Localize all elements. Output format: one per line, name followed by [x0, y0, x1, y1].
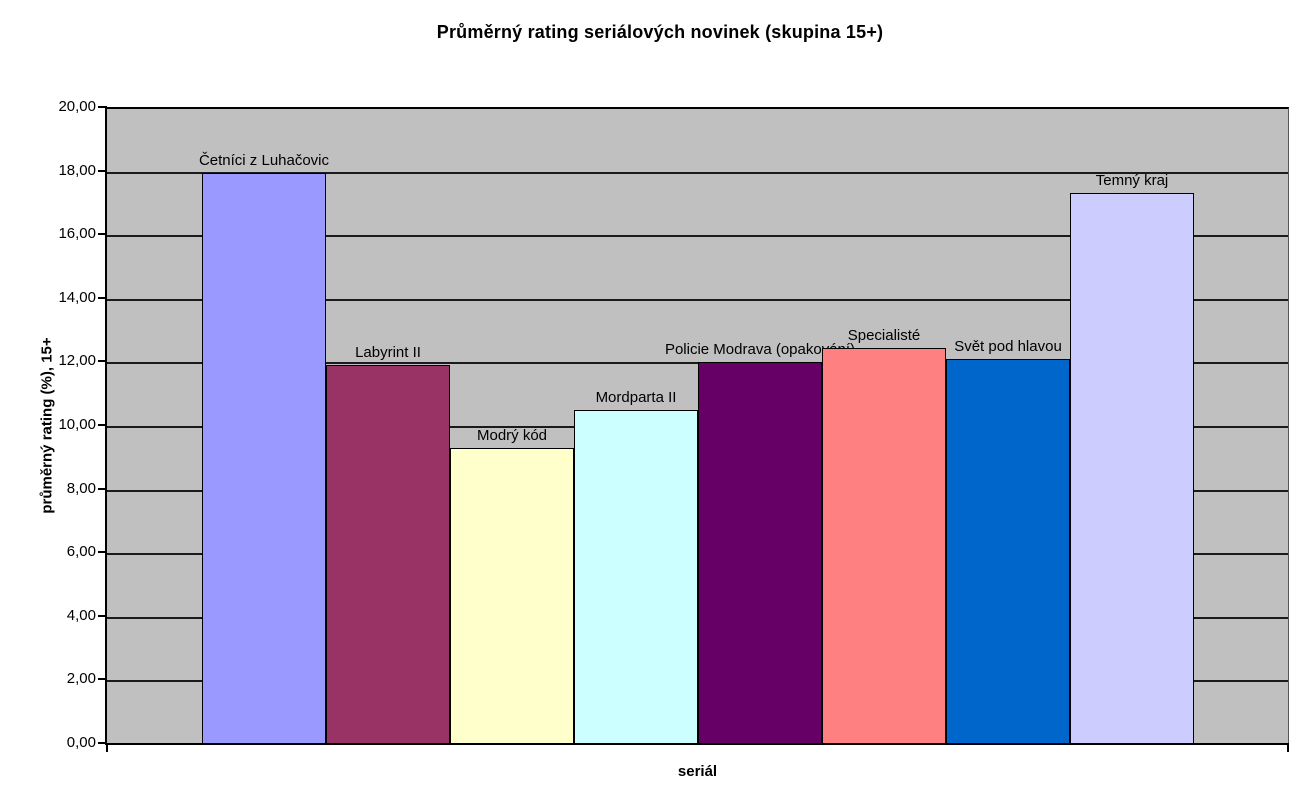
bar — [450, 447, 574, 745]
bar-label: Policie Modrava (opakování) — [664, 340, 856, 358]
y-tick-label: 0,00 — [66, 734, 96, 751]
gridline — [107, 235, 1288, 238]
y-tick-label: 6,00 — [66, 543, 96, 561]
y-axis-tick — [98, 678, 107, 681]
x-axis-tick — [1287, 745, 1289, 752]
y-axis-tick — [98, 742, 107, 744]
bar — [822, 347, 946, 745]
y-axis-tick — [98, 424, 107, 426]
bar-label: Specialisté — [847, 326, 921, 344]
y-tick-label: 4,00 — [66, 606, 96, 624]
y-axis-tick — [98, 233, 107, 236]
y-axis-tick — [98, 296, 107, 299]
y-tick-label: 20,00 — [58, 98, 96, 115]
y-tick-label: 16,00 — [58, 225, 96, 243]
bar — [1070, 193, 1194, 745]
bar — [946, 358, 1070, 745]
y-tick-label: 10,00 — [58, 416, 96, 433]
bar-label: Četníci z Luhačovic — [198, 151, 330, 169]
y-tick-label: 14,00 — [58, 288, 96, 306]
y-tick-label: 2,00 — [66, 670, 96, 688]
y-axis-tick — [98, 614, 107, 617]
y-axis-tick — [98, 106, 107, 108]
bar-label: Labyrint II — [355, 344, 421, 361]
y-tick-label: 18,00 — [58, 161, 96, 179]
gridline — [107, 298, 1288, 301]
x-axis-line — [105, 743, 1289, 745]
y-axis-tick — [98, 487, 107, 490]
bar — [698, 361, 822, 745]
x-axis-tick — [106, 745, 108, 752]
gridline — [107, 171, 1288, 174]
bar-label: Modrý kód — [476, 426, 548, 444]
y-tick-label: 8,00 — [66, 479, 96, 497]
plot-area: Četníci z Luhačovic Labyrint II Modrý kód M… — [107, 107, 1289, 745]
bar — [326, 365, 450, 745]
y-tick-label: 12,00 — [58, 352, 96, 370]
bar — [574, 409, 698, 745]
y-axis-line — [105, 107, 107, 745]
y-axis-tick — [98, 551, 107, 554]
x-axis-title: seriál — [677, 763, 718, 780]
y-axis-tick — [98, 169, 107, 172]
y-axis-tick — [98, 360, 107, 363]
chart-title: Průměrný rating seriálových novinek (sku… — [436, 22, 884, 42]
gridline — [107, 362, 1288, 365]
bar-label: Svět pod hlavou — [954, 337, 1062, 355]
bar — [202, 172, 326, 745]
bar-label: Mordparta II — [595, 388, 677, 406]
bar-label: Temný kraj — [1095, 172, 1169, 190]
